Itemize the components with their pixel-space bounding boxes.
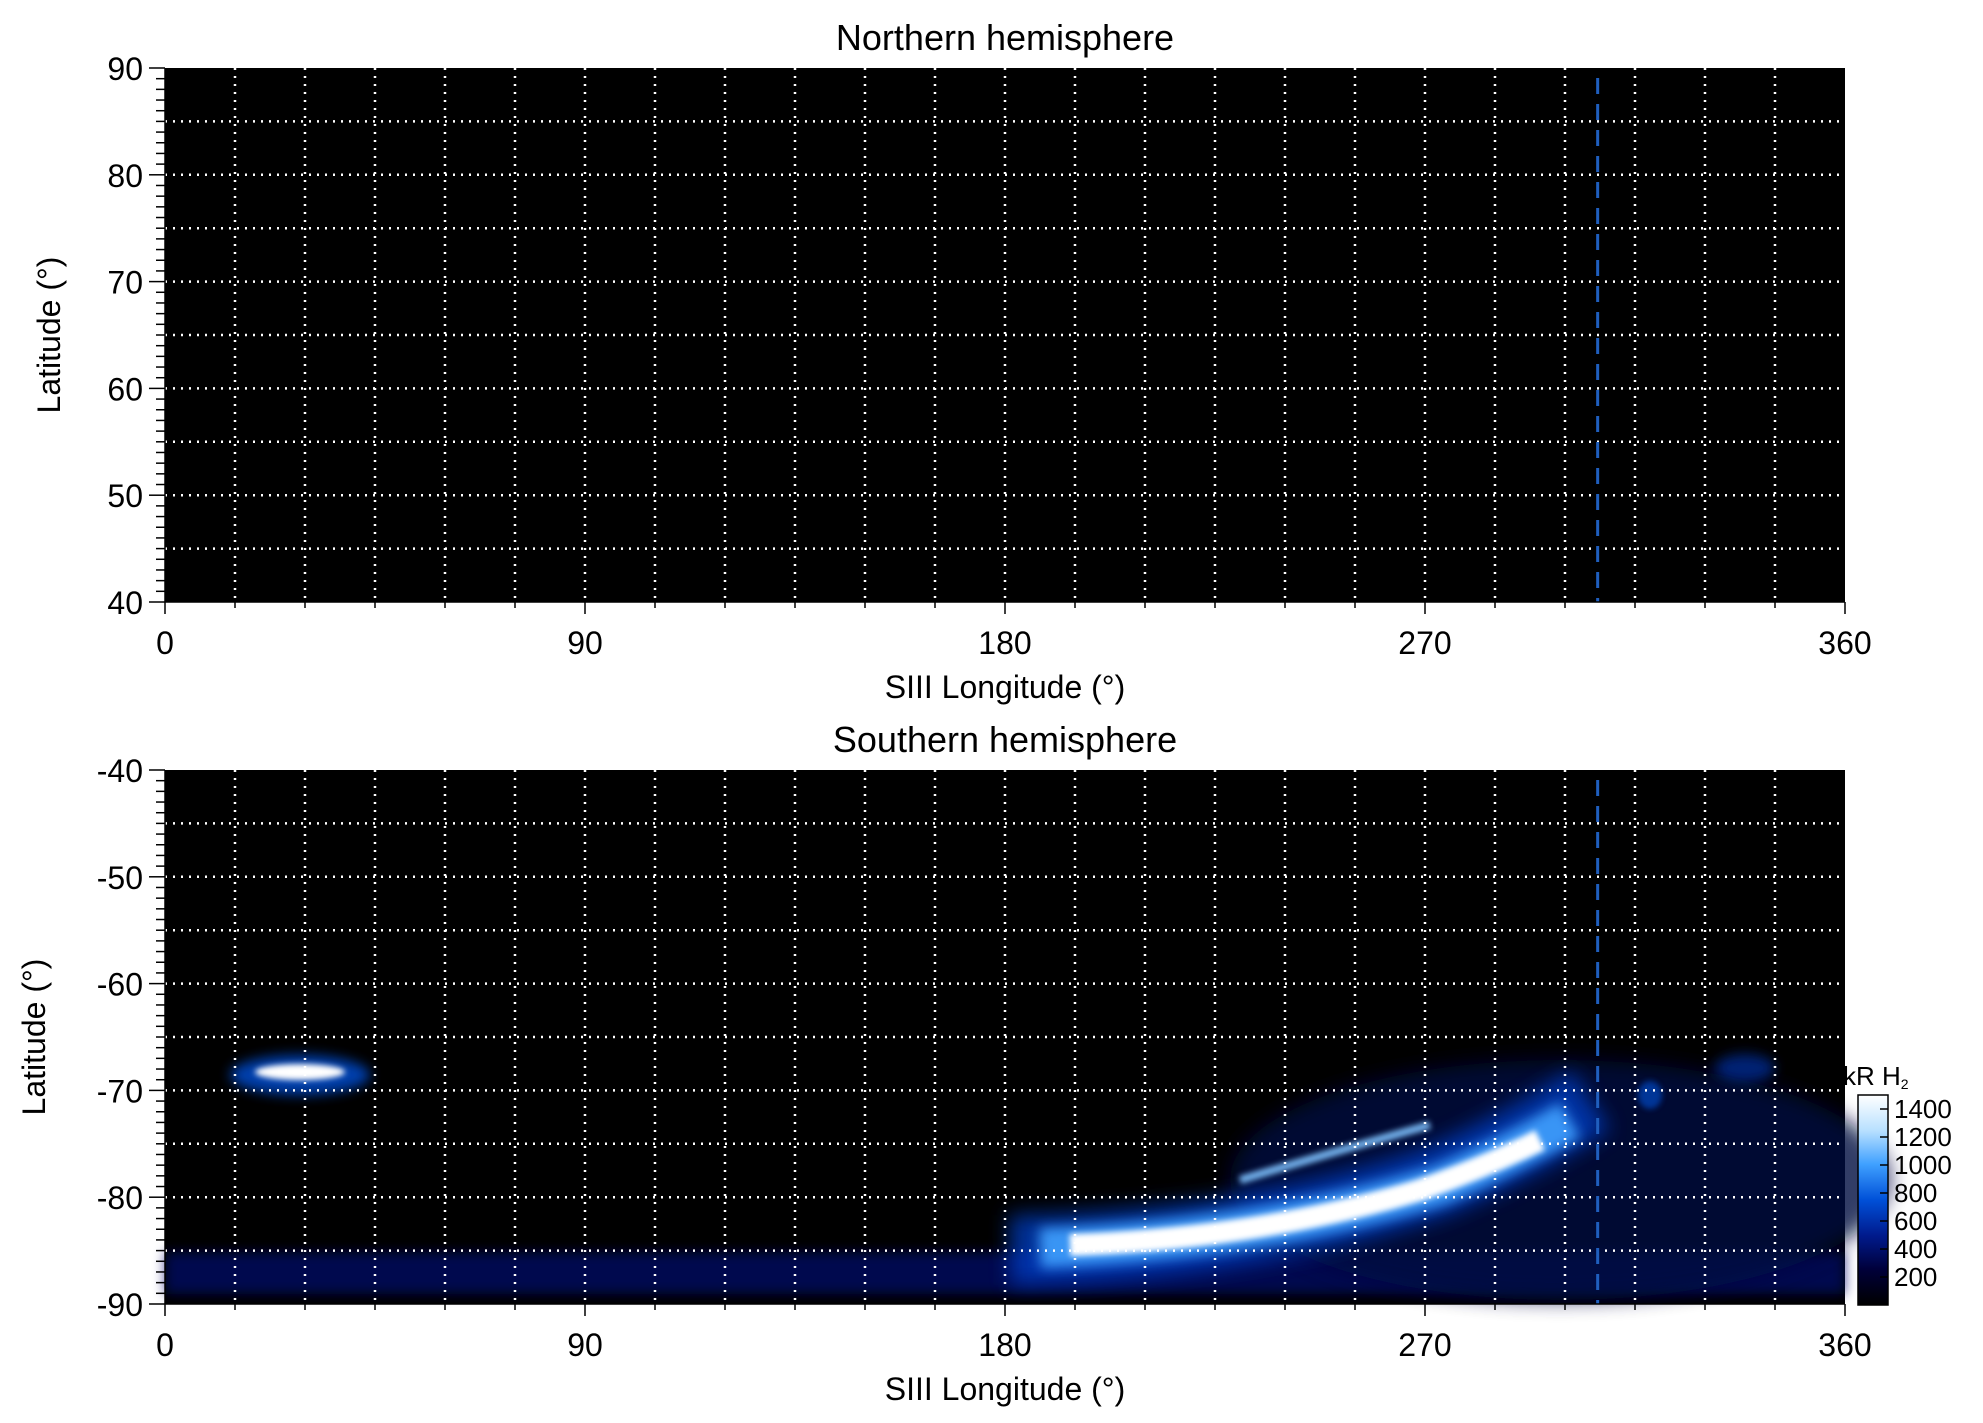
north-y-tick-label: 40 (107, 585, 143, 621)
north-x-tick-label: 360 (1818, 625, 1871, 661)
south-x-tick-label: 360 (1818, 1327, 1871, 1363)
south-x-tick-label: 180 (978, 1327, 1031, 1363)
south-emission (165, 1054, 1890, 1300)
south-y-label: Latitude (°) (16, 959, 52, 1116)
colorbar-label: kR H2 (1843, 1061, 1909, 1092)
emission-upper-arc (1238, 1121, 1432, 1184)
north-y-tick-label: 80 (107, 158, 143, 194)
colorbar-tick-label: 800 (1894, 1178, 1937, 1208)
colorbar-gradient (1857, 1094, 1889, 1306)
north-y-ticks: 90 80 70 60 50 40 (107, 51, 166, 621)
north-y-tick-label: 50 (107, 478, 143, 514)
south-x-tick-label: 90 (567, 1327, 603, 1363)
north-x-tick-label: 270 (1398, 625, 1451, 661)
south-x-label: SIII Longitude (°) (885, 1371, 1125, 1407)
emission-polar-spot-core (255, 1064, 345, 1080)
north-y-tick-label: 60 (107, 371, 143, 407)
south-y-tick-label: -50 (97, 860, 143, 896)
colorbar-tick-label: 1400 (1894, 1094, 1952, 1124)
colorbar-tick-label: 400 (1894, 1234, 1937, 1264)
colorbar-tick-label: 200 (1894, 1262, 1937, 1292)
colorbar-tick-label: 600 (1894, 1206, 1937, 1236)
south-y-tick-label: -80 (97, 1180, 143, 1216)
colorbar-label-main: kR H (1843, 1061, 1901, 1091)
south-x-ticks: 0 90 180 270 360 (156, 1303, 1872, 1363)
north-x-tick-label: 180 (978, 625, 1031, 661)
emission-haze-east (1230, 1060, 1890, 1300)
north-y-tick-label: 70 (107, 265, 143, 301)
colorbar-tick-label: 1200 (1894, 1122, 1952, 1152)
north-y-tick-label: 90 (107, 51, 143, 87)
south-title: Southern hemisphere (833, 719, 1177, 760)
north-title: Northern hemisphere (836, 17, 1174, 58)
north-x-label: SIII Longitude (°) (885, 669, 1125, 705)
colorbar-tick-label: 1000 (1894, 1150, 1952, 1180)
south-x-tick-label: 0 (156, 1327, 174, 1363)
north-x-tick-label: 90 (567, 625, 603, 661)
north-grid (165, 68, 1845, 602)
south-y-tick-label: -40 (97, 753, 143, 789)
north-y-label: Latitude (°) (31, 257, 67, 414)
south-grid (165, 770, 1845, 1304)
emission-patch-east-1 (1638, 1081, 1662, 1109)
emission-main-oval-arc-core (1069, 1130, 1545, 1256)
north-x-ticks: 0 90 180 270 360 (156, 601, 1872, 661)
south-y-tick-label: -70 (97, 1073, 143, 1109)
north-x-tick-label: 0 (156, 625, 174, 661)
south-y-ticks: -40 -50 -60 -70 -80 -90 (97, 753, 166, 1323)
south-y-tick-label: -90 (97, 1287, 143, 1323)
northern-hemisphere-panel: Northern hemisphere 90 80 70 60 50 40 0 90 180 2… (31, 17, 1872, 705)
colorbar-label-subscript: 2 (1901, 1076, 1909, 1092)
emission-patch-east-2 (1715, 1054, 1775, 1082)
southern-hemisphere-panel: Southern hemisphere -40 -50 -60 -70 -80 -90 0… (16, 719, 1952, 1407)
south-y-tick-label: -60 (97, 967, 143, 1003)
south-x-tick-label: 270 (1398, 1327, 1451, 1363)
